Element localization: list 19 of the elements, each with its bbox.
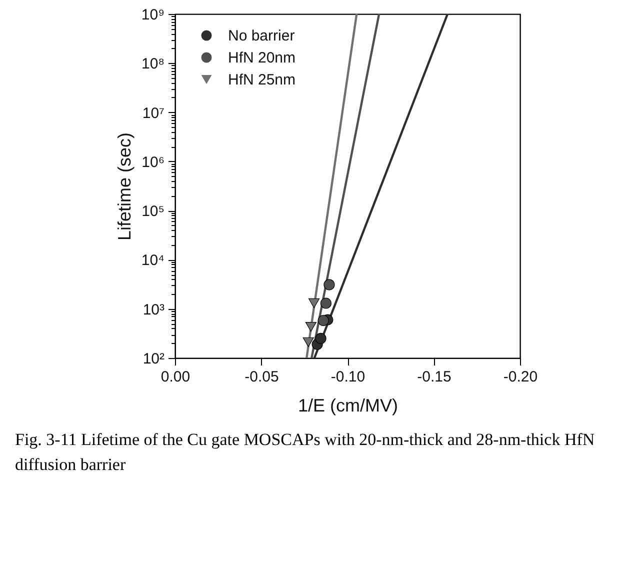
y-tick-label: 10⁷ [142, 104, 164, 122]
y-tick-label: 10² [142, 350, 164, 368]
y-tick-label: 10⁸ [141, 56, 164, 73]
legend-label: HfN 20nm [228, 50, 296, 66]
x-tick-label: 0.00 [160, 368, 190, 386]
legend-label: HfN 25nm [228, 72, 296, 88]
x-tick-label: -0.10 [330, 368, 366, 386]
x-tick-label: -0.05 [244, 368, 279, 386]
y-tick-label: 10⁶ [142, 154, 164, 171]
y-tick-label: 10³ [142, 301, 164, 318]
x-tick-label: -0.20 [503, 368, 538, 386]
caption: Fig. 3-11 Lifetime of the Cu gate MOSCAPs with 20-nm-thick and 28-nm-thick HfN diffusion barrier [15, 430, 595, 474]
y-tick-label: 10⁴ [141, 252, 164, 270]
x-axis-title: 1/E (cm/MV) [298, 396, 398, 416]
x-tick-label: -0.15 [417, 368, 452, 386]
legend-label: No barrier [228, 28, 295, 44]
y-tick-label: 10⁹ [141, 6, 164, 24]
y-tick-label: 10⁵ [142, 203, 164, 220]
y-axis-title: Lifetime (sec) [114, 132, 134, 241]
